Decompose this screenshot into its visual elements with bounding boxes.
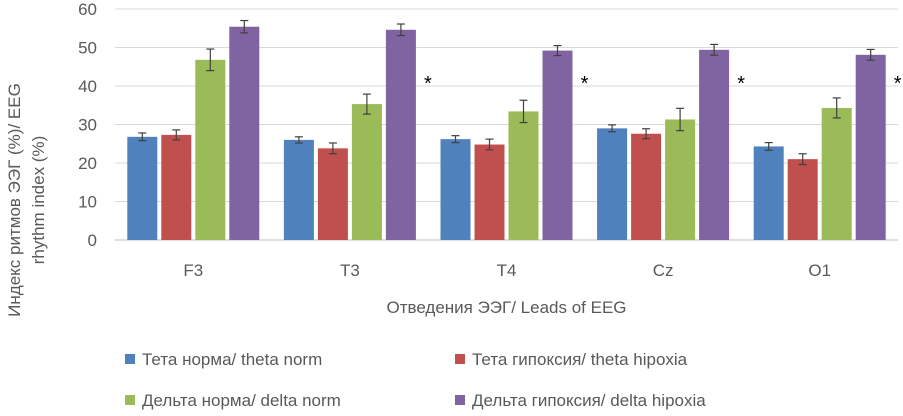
bar-Cz-series-4 (699, 49, 730, 241)
significance-marker-O1: * (894, 73, 902, 95)
bar-Cz-series-2 (631, 133, 662, 240)
y-tick-label-30: 30 (78, 116, 97, 135)
significance-marker-T3: * (424, 73, 432, 95)
y-tick-label-50: 50 (78, 39, 97, 58)
y-tick-label-10: 10 (78, 193, 97, 212)
legend-label-3: Дельта норма/ delta norm (142, 391, 341, 410)
y-tick-label-20: 20 (78, 154, 97, 173)
x-tick-label-T3: T3 (340, 261, 360, 280)
bar-Cz-series-1 (597, 128, 628, 240)
y-tick-label-40: 40 (78, 77, 97, 96)
legend-swatch-2 (455, 354, 465, 364)
bar-T3-series-1 (283, 139, 314, 240)
bar-T3-series-2 (317, 148, 348, 240)
bar-T4-series-4 (542, 50, 573, 240)
y-tick-label-60: 60 (78, 0, 97, 19)
bar-T4-series-3 (508, 111, 539, 240)
legend-swatch-1 (125, 354, 135, 364)
x-tick-label-Cz: Cz (653, 261, 674, 280)
bar-F3-series-3 (195, 59, 226, 240)
legend-label-2: Тета гипоксия/ theta hipoxia (472, 350, 688, 369)
y-axis-title-line-1: Индекс ритмов ЭЭГ (%)/ EEG (5, 83, 24, 317)
y-axis-ticks: 0 10 20 30 40 50 60 (78, 0, 97, 250)
x-tick-label-O1: O1 (808, 261, 831, 280)
bar-F3-series-4 (229, 26, 260, 241)
bar-F3-series-1 (127, 136, 158, 240)
bar-Cz-series-3 (665, 119, 696, 240)
legend-label-1: Тета норма/ theta norm (142, 350, 322, 369)
error-bars (138, 19, 875, 166)
legend-swatch-3 (125, 395, 135, 405)
legend-swatch-4 (455, 395, 465, 405)
bar-O1-series-3 (821, 107, 852, 240)
y-axis-title: Индекс ритмов ЭЭГ (%)/ EEG rhythm index (… (5, 83, 48, 317)
bar-T4-series-2 (474, 144, 505, 240)
bars (127, 26, 886, 241)
bar-T4-series-1 (440, 139, 471, 240)
x-axis-ticks: F3 T3 T4 Cz O1 (183, 261, 831, 280)
bar-T3-series-4 (385, 29, 416, 241)
bar-O1-series-1 (753, 146, 784, 240)
x-tick-label-F3: F3 (183, 261, 203, 280)
legend-label-4: Дельта гипоксия/ delta hipoxia (472, 391, 706, 410)
bar-T3-series-3 (351, 104, 382, 240)
significance-markers: * * * * (424, 73, 902, 95)
bar-O1-series-2 (787, 159, 818, 240)
bar-O1-series-4 (855, 54, 886, 240)
x-tick-label-T4: T4 (497, 261, 517, 280)
legend: Тета норма/ theta norm Тета гипоксия/ the… (125, 350, 706, 410)
y-axis-title-line-2: rhythm index (%) (29, 136, 48, 264)
bar-F3-series-2 (161, 134, 192, 240)
y-tick-label-0: 0 (88, 231, 97, 250)
x-axis-title: Отведения ЭЭГ/ Leads of EEG (386, 298, 626, 317)
significance-marker-T4: * (581, 73, 589, 95)
significance-marker-Cz: * (737, 73, 745, 95)
